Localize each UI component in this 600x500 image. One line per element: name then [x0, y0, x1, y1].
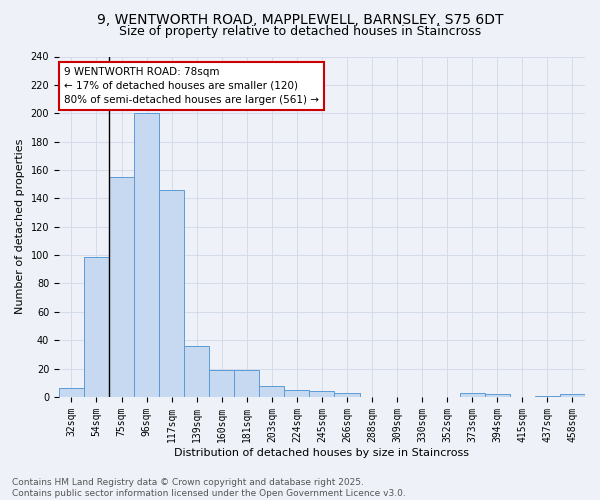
- Bar: [234, 370, 259, 397]
- Bar: [159, 190, 184, 397]
- Y-axis label: Number of detached properties: Number of detached properties: [15, 139, 25, 314]
- Bar: [84, 256, 109, 397]
- Bar: [109, 177, 134, 397]
- Text: Size of property relative to detached houses in Staincross: Size of property relative to detached ho…: [119, 25, 481, 38]
- Bar: [134, 113, 159, 397]
- X-axis label: Distribution of detached houses by size in Staincross: Distribution of detached houses by size …: [175, 448, 469, 458]
- Bar: [485, 394, 510, 397]
- Bar: [310, 392, 334, 397]
- Bar: [59, 388, 84, 397]
- Text: Contains HM Land Registry data © Crown copyright and database right 2025.
Contai: Contains HM Land Registry data © Crown c…: [12, 478, 406, 498]
- Text: 9 WENTWORTH ROAD: 78sqm
← 17% of detached houses are smaller (120)
80% of semi-d: 9 WENTWORTH ROAD: 78sqm ← 17% of detache…: [64, 66, 319, 104]
- Bar: [460, 392, 485, 397]
- Bar: [209, 370, 234, 397]
- Text: 9, WENTWORTH ROAD, MAPPLEWELL, BARNSLEY, S75 6DT: 9, WENTWORTH ROAD, MAPPLEWELL, BARNSLEY,…: [97, 12, 503, 26]
- Bar: [284, 390, 310, 397]
- Bar: [259, 386, 284, 397]
- Bar: [560, 394, 585, 397]
- Bar: [184, 346, 209, 397]
- Bar: [535, 396, 560, 397]
- Bar: [334, 392, 359, 397]
